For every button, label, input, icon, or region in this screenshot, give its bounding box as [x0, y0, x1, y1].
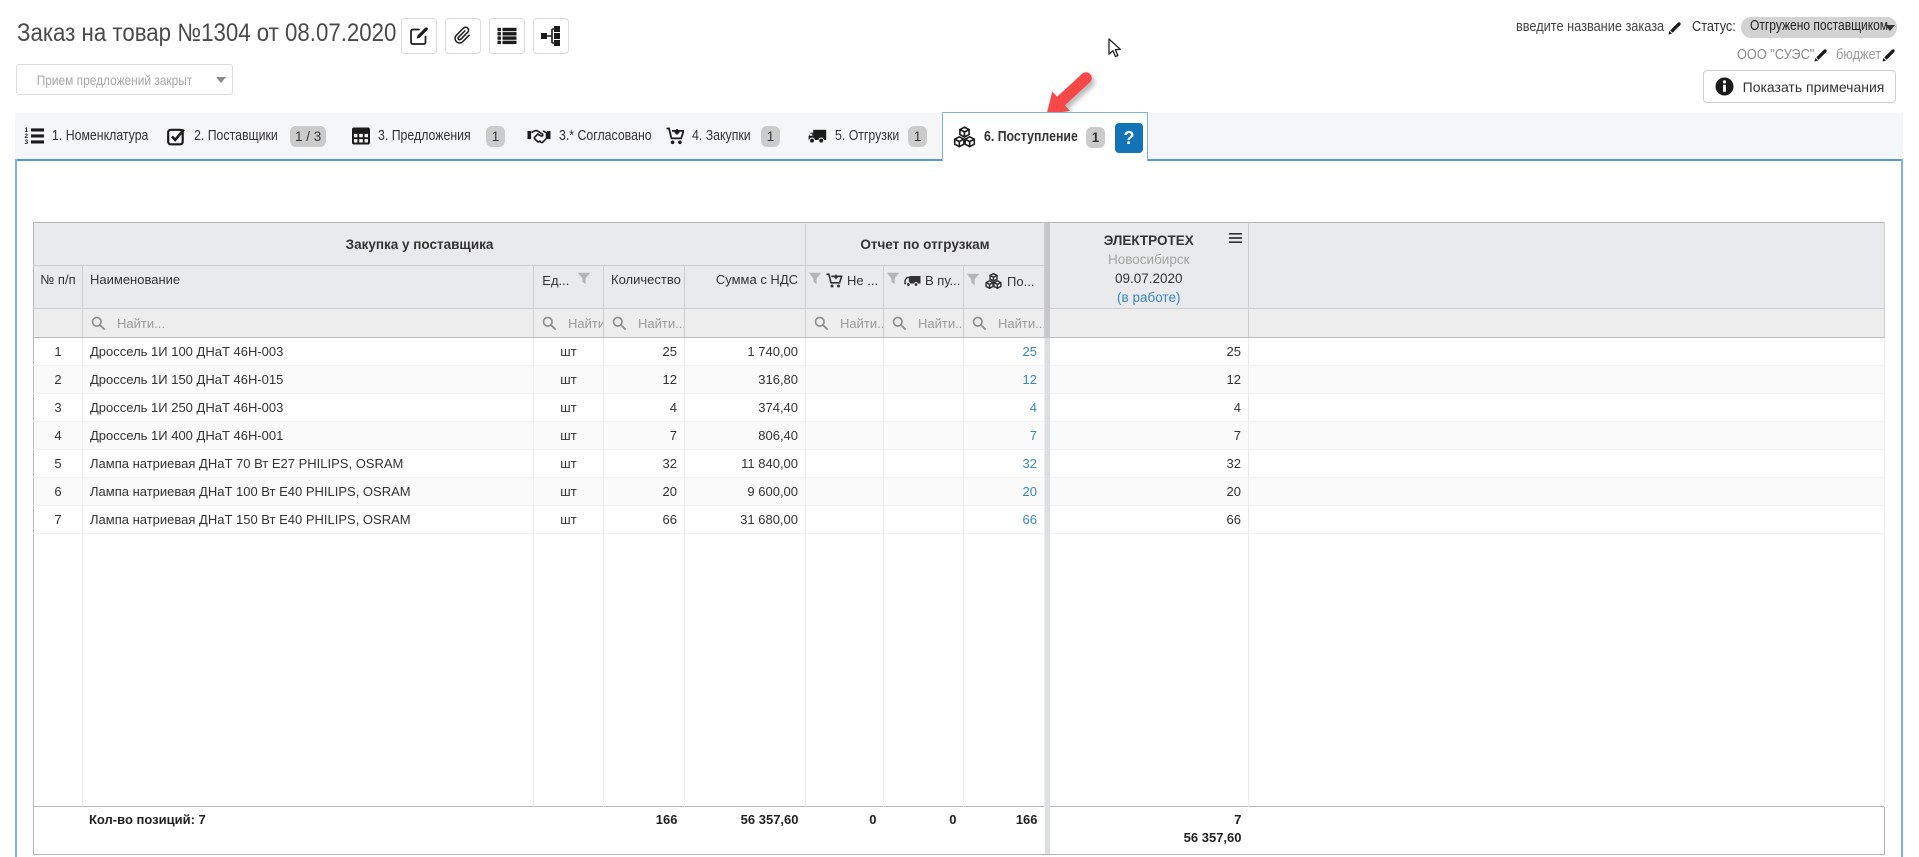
- svg-text:3: 3: [25, 139, 29, 146]
- svg-text:1: 1: [25, 127, 29, 134]
- svg-text:2: 2: [25, 133, 29, 140]
